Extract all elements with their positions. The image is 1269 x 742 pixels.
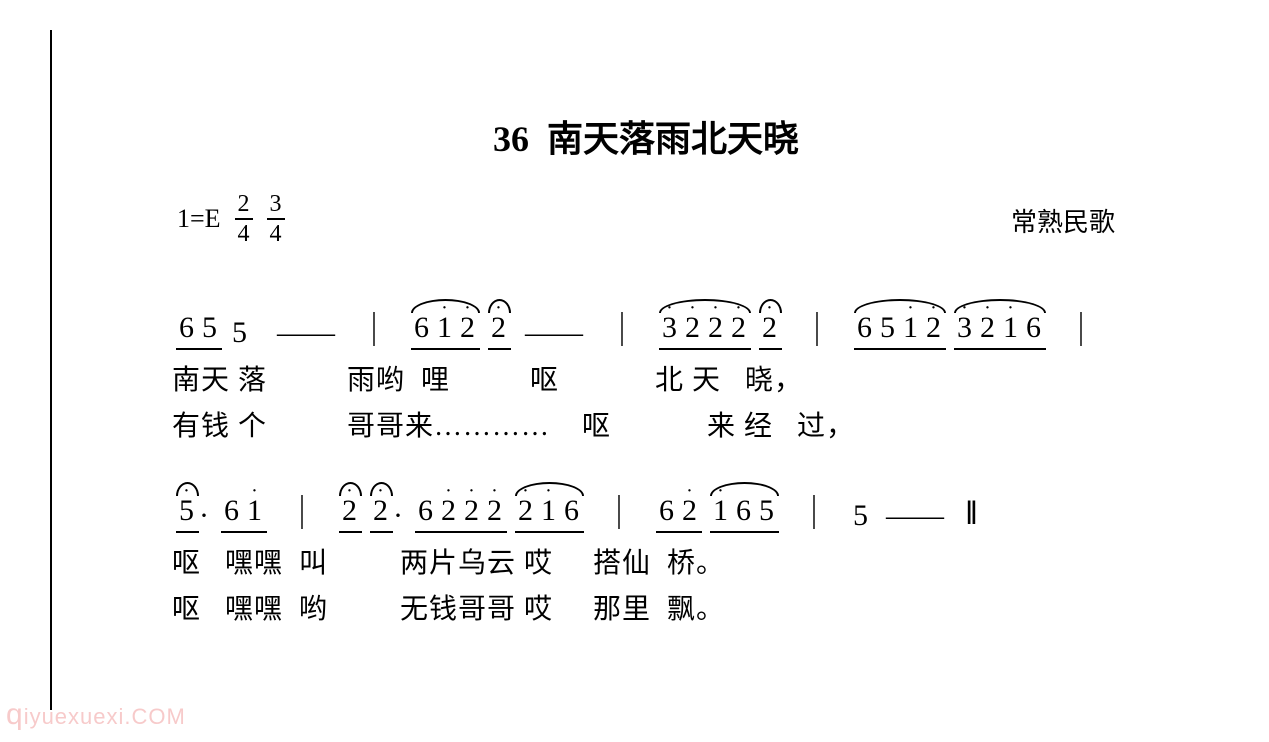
note: 2 xyxy=(705,311,728,345)
note-plain: 5 xyxy=(853,499,870,533)
barline: ｜ xyxy=(602,486,638,535)
barline: ｜ xyxy=(605,303,641,352)
watermark-q: q xyxy=(6,698,24,731)
note: 2 xyxy=(461,494,484,528)
note: 6 xyxy=(176,311,199,345)
note: 2 xyxy=(457,311,480,345)
note: 2 xyxy=(977,311,1000,345)
meta-row: 1=E 2 4 3 4 常熟民歌 xyxy=(172,192,1120,246)
notation-line-1: 655——｜6122——｜32222｜65123216｜ xyxy=(172,301,1120,350)
note: 2 xyxy=(339,494,362,528)
note-group: 3222 xyxy=(659,311,751,350)
note-group: 216 xyxy=(515,494,584,533)
note: 6 xyxy=(854,311,877,345)
note: 6 xyxy=(1023,311,1046,345)
note: 1 xyxy=(434,311,457,345)
note-group: 61 xyxy=(221,494,267,533)
note: 1 xyxy=(900,311,923,345)
song-title-text: 南天落雨北天晓 xyxy=(547,119,799,159)
note-plain: 5 xyxy=(232,316,249,350)
note: 2 xyxy=(728,311,751,345)
note-group: 6222 xyxy=(415,494,507,533)
note-group: 165 xyxy=(710,494,779,533)
note-group: 2 xyxy=(759,311,782,350)
note: 5 xyxy=(756,494,779,528)
note: 3 xyxy=(954,311,977,345)
song-origin: 常熟民歌 xyxy=(1011,202,1115,239)
note: 2 xyxy=(438,494,461,528)
barline: ｜ xyxy=(797,486,833,535)
note-group: 2 xyxy=(488,311,511,350)
key-and-time: 1=E 2 4 3 4 xyxy=(177,192,285,246)
note-plain: · xyxy=(199,499,211,533)
note: 1 xyxy=(244,494,267,528)
note-group: 2 xyxy=(339,494,362,533)
barline: ｜ xyxy=(357,303,393,352)
barline: ｜ xyxy=(285,486,321,535)
note-group: 6512 xyxy=(854,311,946,350)
lyrics-line-2a: 呕 嘿嘿 叫 两片乌云 哎 搭仙 桥。 xyxy=(172,541,1120,581)
key-label: 1=E xyxy=(177,204,221,234)
note: 2 xyxy=(679,494,702,528)
watermark: qiyuexuexi.COM xyxy=(6,698,186,732)
notation-line-2: 5·61｜22·6222216｜62165｜5——‖ xyxy=(172,484,1120,533)
note: 3 xyxy=(659,311,682,345)
note: 6 xyxy=(415,494,438,528)
note: 2 xyxy=(488,311,511,345)
sustain-dash: —— xyxy=(277,316,333,350)
note: 2 xyxy=(759,311,782,345)
lyrics-line-1b: 有钱 个 哥哥来………… 呕 来 经 过， xyxy=(172,404,1120,444)
note-group: 612 xyxy=(411,311,480,350)
note-group: 5 xyxy=(176,494,199,533)
note-plain: · xyxy=(393,499,405,533)
note: 6 xyxy=(656,494,679,528)
note: 1 xyxy=(1000,311,1023,345)
note-group: 65 xyxy=(176,311,222,350)
time-sig-2: 3 4 xyxy=(267,192,285,246)
lyrics-line-1a: 南天 落 雨哟 哩 呕 北 天 晓， xyxy=(172,358,1120,398)
note: 5 xyxy=(877,311,900,345)
note: 5 xyxy=(199,311,222,345)
note: 2 xyxy=(682,311,705,345)
time-sig-1: 2 4 xyxy=(235,192,253,246)
barline: ｜ xyxy=(800,303,836,352)
note: 6 xyxy=(561,494,584,528)
note: 2 xyxy=(923,311,946,345)
note-group: 2 xyxy=(370,494,393,533)
final-barline: ‖ xyxy=(966,495,973,533)
note: 1 xyxy=(710,494,733,528)
sheet-page: 36南天落雨北天晓 1=E 2 4 3 4 常熟民歌 655——｜6122——｜… xyxy=(50,30,1220,710)
sustain-dash: —— xyxy=(886,499,942,533)
note: 1 xyxy=(538,494,561,528)
note-group: 62 xyxy=(656,494,702,533)
note: 2 xyxy=(515,494,538,528)
watermark-rest: iyuexuexi.COM xyxy=(24,704,186,729)
song-title: 36 南天落雨北天晓 xyxy=(172,110,1120,162)
note: 6 xyxy=(221,494,244,528)
note-group: 3216 xyxy=(954,311,1046,350)
sustain-dash: —— xyxy=(525,316,581,350)
note: 6 xyxy=(411,311,434,345)
note: 5 xyxy=(176,494,199,528)
song-number: 36 xyxy=(493,119,529,159)
note: 2 xyxy=(370,494,393,528)
lyrics-line-2b: 呕 嘿嘿 哟 无钱哥哥 哎 那里 飘。 xyxy=(172,587,1120,627)
barline: ｜ xyxy=(1064,303,1100,352)
note: 6 xyxy=(733,494,756,528)
note: 2 xyxy=(484,494,507,528)
